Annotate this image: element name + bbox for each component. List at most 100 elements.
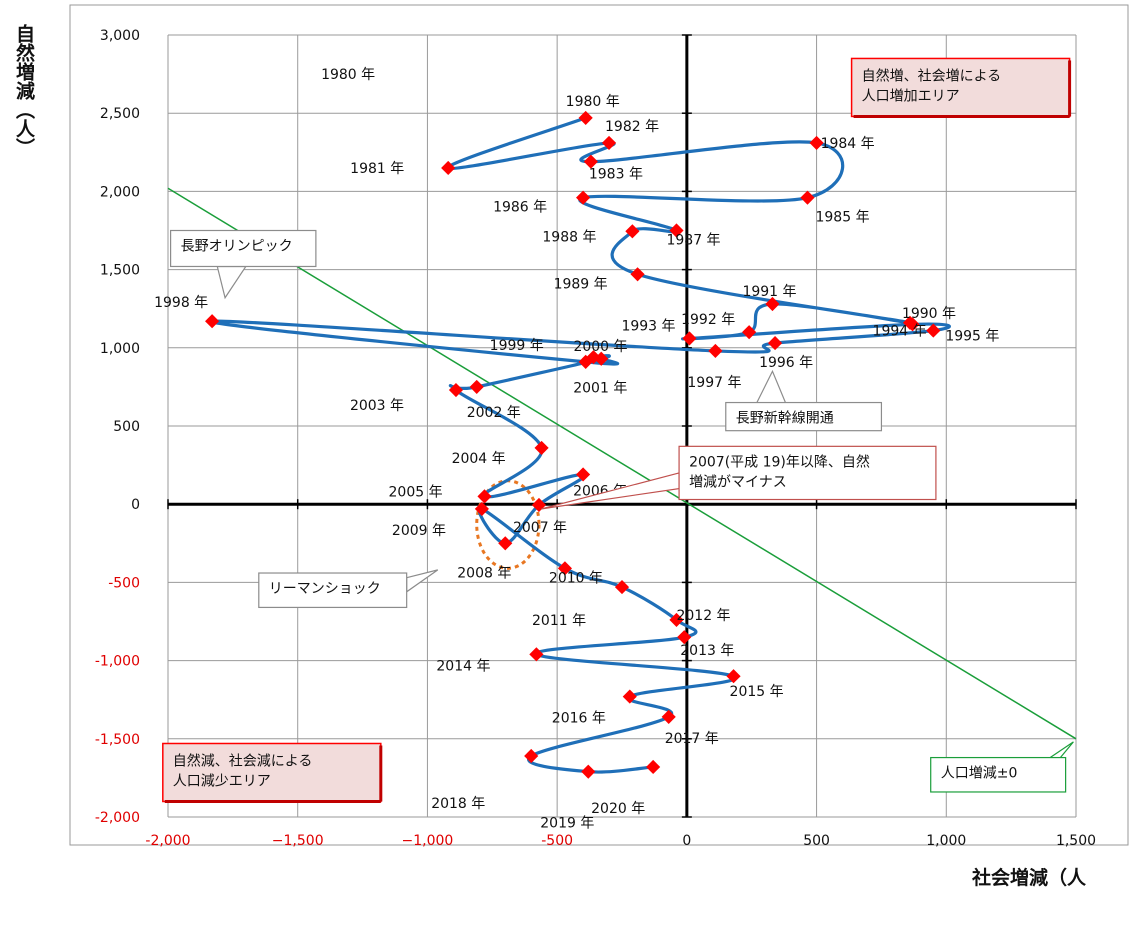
x-tick-label: −1,500 [272,833,324,849]
data-point [726,669,741,684]
data-point [926,323,941,338]
y-tick-label: 2,000 [100,184,140,200]
point-label: 1993 年 [621,318,675,334]
point-label-extra: 1980 年 [321,67,375,83]
y-tick-label: 3,000 [100,28,140,44]
point-label: 2009 年 [392,523,446,539]
point-label: 2012 年 [676,608,730,624]
data-point [905,317,920,332]
y-axis-label: 自然増減（人） [13,23,35,157]
y-tick-label: -2,000 [95,810,140,826]
point-label: 1995 年 [945,329,999,345]
point-label: 1985 年 [815,210,869,226]
y-tick-label: 0 [131,497,140,513]
data-point [646,759,661,775]
markers [205,110,941,779]
y-tick-label: 1,500 [100,263,140,279]
x-tick-label: 1,500 [1056,833,1096,849]
data-point [614,580,630,595]
x-tick-label: -2,000 [145,833,190,849]
point-label: 1981 年 [350,161,404,177]
data-point [669,612,684,628]
point-label: 1997 年 [687,375,741,391]
data-point [682,331,697,346]
point-label: 2004 年 [452,451,506,467]
callout-text: 2007(平成 19)年以降、自然 [689,453,870,470]
point-label: 1986 年 [493,200,547,216]
data-point [498,536,513,551]
point-label: 1990 年 [902,306,956,322]
y-tick-label: 1,000 [100,341,140,357]
x-tick-labels: -2,000 −1,500 −1,000 -500 0 500 1,000 1,500 [145,833,1096,849]
point-label: 2017 年 [665,731,719,747]
callout-box [678,445,937,501]
data-point [441,160,456,176]
point-label: 1992 年 [681,312,735,328]
y-tick-label: -1,500 [95,732,140,748]
data-point [448,382,464,398]
data-point [581,764,596,779]
callout-box [169,229,317,268]
callout-box [725,401,883,432]
region-text: 人口減少エリア [173,772,271,789]
data-point [742,325,757,340]
y-tick-label: -500 [108,575,140,591]
callout-text: 増減がマイナス [689,473,787,490]
point-labels: 1980 年 1981 年 1982 年 1983 年 1984 年 1985 年 1986… [154,67,999,832]
point-label: 1994 年 [873,323,927,339]
data-point [765,296,780,312]
data-point [205,314,220,329]
y-tick-labels: -2,000 -1,500 -1,000 -500 0 500 1,000 1,500 2,00… [95,28,140,826]
y-tick-label: 500 [113,419,140,435]
point-label: 2000 年 [573,339,627,355]
point-label: 1982 年 [605,119,659,135]
data-point [661,709,676,724]
data-point [677,630,692,645]
x-tick-label: -500 [541,833,573,849]
callout-box [930,756,1067,793]
point-label: 2003 年 [350,398,404,414]
point-label: 1987 年 [666,233,720,249]
callout-zero-line: 人口増減±0 [930,741,1074,793]
point-label: 2001 年 [573,381,627,397]
zero-change-line [167,187,1077,740]
point-label: 1996 年 [759,355,813,371]
point-label: 2007 年 [513,520,567,536]
point-label: 2011 年 [532,613,586,629]
point-label: 1980 年 [566,94,620,110]
callout-olympic: 長野オリンピック [169,229,317,300]
data-point [767,336,783,351]
point-label: 2016 年 [552,711,606,727]
x-tick-label: −1,000 [402,833,454,849]
point-label: 1998 年 [154,295,208,311]
point-label: 1984 年 [821,136,875,152]
point-label: 2005 年 [389,484,443,500]
data-point [576,190,591,205]
data-point [625,224,640,239]
point-label: 2010 年 [549,570,603,586]
data-point [809,135,824,150]
callout-text: 人口増減±0 [941,765,1018,782]
callout-shinkansen: 長野新幹線開通 [725,369,883,432]
x-axis-label: 社会増減（人 [971,866,1087,889]
data-point [477,489,492,504]
data-point [630,267,645,282]
callout-lehman: リーマンショック [258,569,439,609]
grid [167,34,1077,818]
point-label: 1989 年 [554,276,608,292]
callout-box [258,572,408,609]
point-label: 2013 年 [680,643,734,659]
region-box [162,742,382,803]
point-label: 2008 年 [457,565,511,581]
x-tick-label: 0 [682,833,691,849]
point-label: 1999 年 [490,338,544,354]
point-label: 2020 年 [591,801,645,817]
data-point [576,467,591,482]
data-point [669,223,684,238]
data-point [800,190,815,205]
point-label: 2018 年 [431,796,485,812]
data-point [524,748,539,764]
